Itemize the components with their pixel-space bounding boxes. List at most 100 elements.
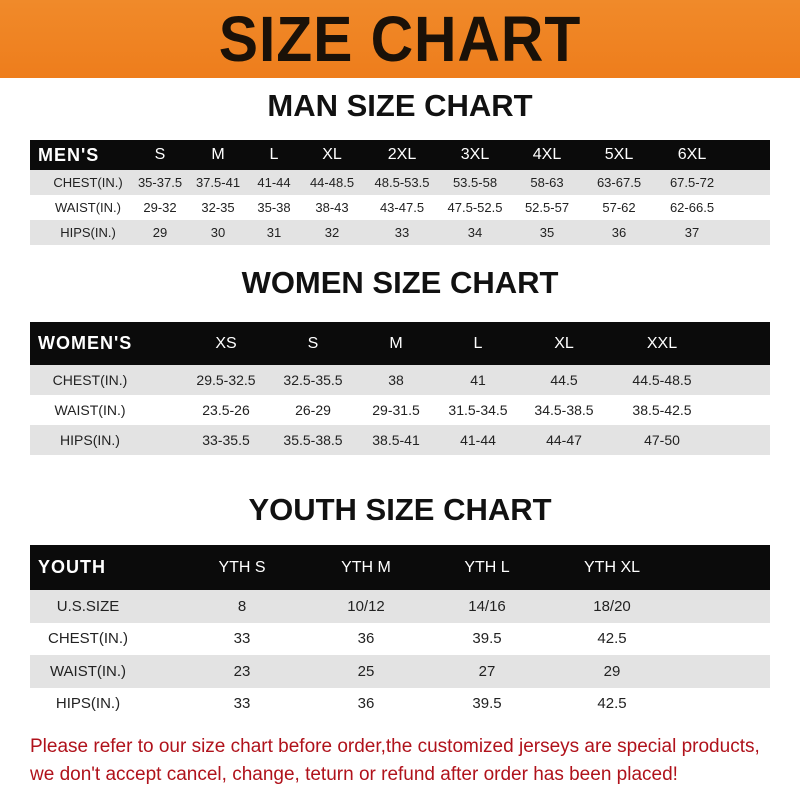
measurement-cell: 30 [210, 225, 226, 240]
banner: SIZE CHART [0, 0, 800, 78]
size-header-cell: 6XL [677, 146, 707, 163]
table-row: U.S.SIZE 8 10/12 14/16 18/20 [30, 590, 770, 623]
size-header-cell: YTH M [341, 558, 391, 576]
women-title: WOMEN SIZE CHART [241, 265, 559, 300]
table-header-row: WOMEN'S XS S M L XL XXL [30, 322, 770, 365]
notice-line-2: we don't accept cancel, change, teturn o… [30, 764, 678, 785]
row-label: HIPS(IN.) [60, 225, 116, 240]
measurement-cell: 36 [357, 695, 375, 713]
table-row: HIPS(IN.) 33 36 39.5 42.5 [30, 687, 770, 720]
measurement-cell: 23 [233, 662, 251, 680]
measurement-cell: 63-67.5 [596, 175, 642, 190]
table-title-cell: WOMEN'S [38, 333, 133, 353]
row-label: CHEST(IN.) [53, 175, 123, 190]
measurement-cell: 42.5 [597, 695, 627, 713]
measurement-cell: 26-29 [295, 402, 331, 418]
measurement-cell: 47.5-52.5 [447, 200, 503, 215]
table-row: HIPS(IN.) 29 30 31 32 33 34 35 36 37 [30, 220, 770, 245]
size-header-cell: XXL [646, 334, 678, 352]
measurement-cell: 33 [394, 225, 410, 240]
banner-title: SIZE CHART [218, 3, 582, 75]
measurement-cell: 39.5 [472, 630, 502, 648]
size-header-cell: 3XL [460, 146, 490, 163]
measurement-cell: 35 [539, 225, 555, 240]
measurement-cell: 35-37.5 [137, 175, 183, 190]
table-title-cell: MEN'S [38, 144, 100, 165]
measurement-cell: 39.5 [472, 695, 502, 713]
measurement-cell: 29-31.5 [372, 402, 420, 418]
size-header-cell: 5XL [604, 146, 634, 163]
measurement-cell: 23.5-26 [202, 402, 250, 418]
measurement-cell: 44.5 [550, 372, 578, 388]
men-title: MAN SIZE CHART [267, 88, 533, 123]
measurement-cell: 43-47.5 [379, 200, 425, 215]
measurement-cell: 41-44 [257, 175, 291, 190]
table-title-cell: YOUTH [38, 557, 106, 577]
measurement-cell: 25 [357, 662, 375, 680]
measurement-cell: 29 [152, 225, 168, 240]
table-row: CHEST(IN.) 33 36 39.5 42.5 [30, 622, 770, 655]
measurement-cell: 32-35 [201, 200, 235, 215]
measurement-cell: 44-48.5 [309, 175, 355, 190]
measurement-cell: 32.5-35.5 [283, 372, 343, 388]
measurement-cell: 33 [233, 630, 251, 648]
measurement-cell: 36 [611, 225, 627, 240]
table-row: CHEST(IN.) 35-37.5 37.5-41 41-44 44-48.5 48.5… [30, 170, 770, 195]
size-header-cell: YTH S [218, 558, 266, 576]
notice-line-1: Please refer to our size chart before or… [30, 736, 760, 757]
measurement-cell: 29.5-32.5 [196, 372, 256, 388]
measurement-cell: 44-47 [546, 432, 582, 448]
measurement-cell: 33 [233, 695, 251, 713]
measurement-cell: 35-38 [257, 200, 291, 215]
measurement-cell: 42.5 [597, 630, 627, 648]
measurement-cell: 33-35.5 [202, 432, 250, 448]
measurement-cell: 67.5-72 [669, 175, 715, 190]
measurement-cell: 35.5-38.5 [283, 432, 343, 448]
measurement-cell: 38-43 [315, 200, 349, 215]
measurement-cell: 32 [324, 225, 340, 240]
measurement-cell: 53.5-58 [452, 175, 498, 190]
size-header-cell: YTH XL [583, 558, 641, 576]
table-row: WAIST(IN.) 29-32 32-35 35-38 38-43 43-47.5 47.… [30, 195, 770, 220]
measurement-cell: 37 [684, 225, 700, 240]
size-header-cell: M [211, 146, 225, 163]
measurement-cell: 62-66.5 [669, 200, 715, 215]
row-label: WAIST(IN.) [49, 662, 127, 680]
table-row: WAIST(IN.) 23.5-26 26-29 29-31.5 31.5-34.5 34… [30, 395, 770, 425]
row-label: WAIST(IN.) [55, 200, 121, 215]
row-label: HIPS(IN.) [55, 695, 121, 713]
measurement-cell: 41 [470, 372, 486, 388]
measurement-cell: 31.5-34.5 [448, 402, 508, 418]
size-header-cell: YTH L [464, 558, 510, 576]
measurement-cell: 52.5-57 [524, 200, 570, 215]
size-header-cell: M [389, 334, 403, 352]
measurement-cell: 8 [237, 597, 247, 615]
measurement-cell: 38.5-42.5 [632, 402, 692, 418]
measurement-cell: 38 [388, 372, 404, 388]
measurement-cell: 44.5-48.5 [632, 372, 692, 388]
measurement-cell: 31 [266, 225, 282, 240]
row-label: WAIST(IN.) [54, 402, 126, 418]
measurement-cell: 34 [467, 225, 483, 240]
table-row: CHEST(IN.) 29.5-32.5 32.5-35.5 38 41 44.5 44.5… [30, 365, 770, 395]
table-header-row: YOUTH YTH S YTH M YTH L YTH XL [30, 545, 770, 590]
row-label: CHEST(IN.) [52, 372, 128, 388]
size-header-cell: L [269, 146, 279, 163]
measurement-cell: 41-44 [460, 432, 496, 448]
measurement-cell: 57-62 [602, 200, 636, 215]
measurement-cell: 27 [478, 662, 496, 680]
size-header-cell: L [473, 334, 483, 352]
row-label: U.S.SIZE [56, 597, 120, 615]
measurement-cell: 36 [357, 630, 375, 648]
measurement-cell: 29 [603, 662, 621, 680]
measurement-cell: 18/20 [593, 597, 631, 615]
size-header-cell: XS [215, 334, 237, 352]
measurement-cell: 58-63 [530, 175, 564, 190]
measurement-cell: 38.5-41 [372, 432, 420, 448]
size-header-cell: XL [322, 146, 342, 163]
size-header-cell: 2XL [387, 146, 417, 163]
youth-title: YOUTH SIZE CHART [248, 492, 552, 527]
measurement-cell: 29-32 [143, 200, 177, 215]
measurement-cell: 10/12 [347, 597, 385, 615]
measurement-cell: 14/16 [468, 597, 506, 615]
